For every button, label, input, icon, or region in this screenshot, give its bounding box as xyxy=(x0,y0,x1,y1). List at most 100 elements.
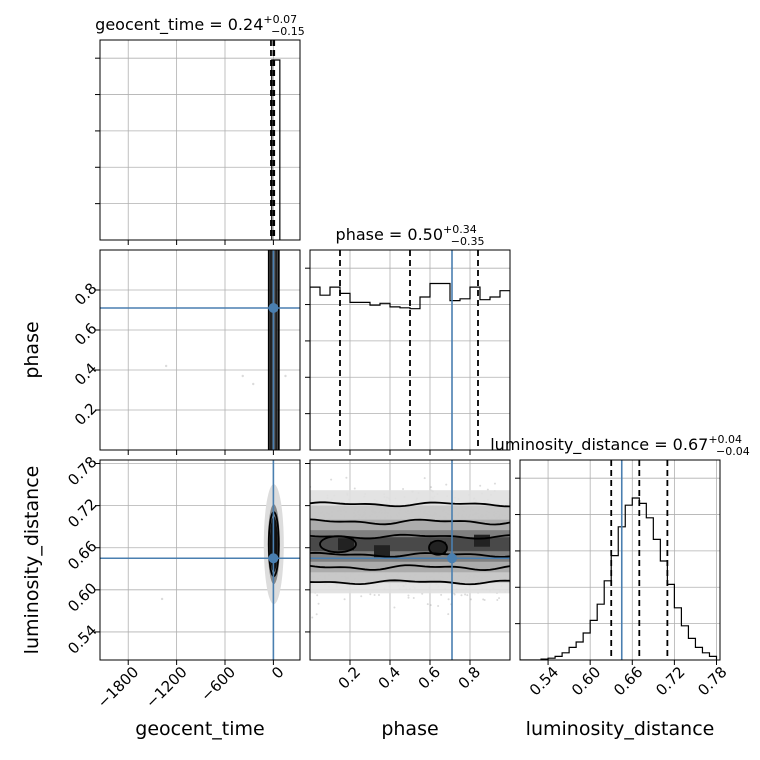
x-tick-label: 0 xyxy=(268,663,287,682)
scatter-point xyxy=(317,602,320,605)
panel-frame xyxy=(519,459,721,661)
x-axis-label-luminosity_distance: luminosity_distance xyxy=(526,718,715,740)
hist-group xyxy=(270,40,281,240)
scatter-point xyxy=(483,598,486,601)
marginal-panel-phase: phase = 0.50+0.34 −0.35 xyxy=(305,223,511,451)
scatter-point xyxy=(469,598,472,601)
joint-content xyxy=(100,460,300,660)
x-tick-label: 0.6 xyxy=(415,663,445,693)
scatter-point xyxy=(360,595,363,598)
scatter-point xyxy=(486,488,489,491)
scatter-point xyxy=(460,594,463,597)
y-tick-label: 0.6 xyxy=(71,319,101,349)
title-plus: +0.07 xyxy=(263,13,297,26)
scatter-point xyxy=(482,598,485,601)
panel-title-geocent_time: geocent_time = 0.24+0.07 −0.15 xyxy=(95,13,305,38)
truth-point xyxy=(447,553,457,564)
joint-content xyxy=(310,460,510,660)
scatter-point xyxy=(353,487,356,490)
contour-loop xyxy=(428,539,448,556)
truth-point xyxy=(268,303,279,313)
scatter-point xyxy=(447,613,450,616)
scatter-point xyxy=(429,604,432,607)
gridlines-hist xyxy=(100,57,300,205)
scatter-point xyxy=(284,374,287,378)
y-tick-label: 0.4 xyxy=(71,359,101,389)
x-tick-label: 0.54 xyxy=(526,663,562,699)
joint-panel-phase-luminosity_distance xyxy=(309,459,511,661)
scatter-point xyxy=(369,593,372,596)
y-tick-label: 0.60 xyxy=(64,579,100,615)
y-axis-label-luminosity_distance: luminosity_distance xyxy=(21,466,43,655)
x-tick-label: 0.8 xyxy=(455,663,485,693)
x-tick-label: −1800 xyxy=(94,663,143,712)
x-tick-label: −1200 xyxy=(142,663,191,712)
density-band xyxy=(310,537,510,552)
density-peak xyxy=(430,541,446,554)
scatter-point xyxy=(311,616,314,619)
y-tick-label: 0.54 xyxy=(64,621,100,657)
y-tick-label: 0.78 xyxy=(64,453,100,489)
scatter-point xyxy=(252,382,255,386)
density-peak xyxy=(338,538,354,551)
panel-frame xyxy=(309,249,511,451)
panel-frame xyxy=(99,249,301,451)
scatter-point xyxy=(330,478,333,481)
title-main: luminosity_distance = 0.67 xyxy=(490,435,708,455)
scatter-point xyxy=(464,593,467,596)
x-tick-label: 0.4 xyxy=(375,663,405,693)
scatter-point xyxy=(160,597,164,601)
joint-panel-geocent_time-phase xyxy=(99,249,301,451)
x-tick-label: 0.60 xyxy=(568,663,604,699)
y-tick-label: 0.72 xyxy=(64,495,100,531)
x-tick-label: −600 xyxy=(197,663,239,705)
scatter-point xyxy=(377,593,380,596)
scatter-point xyxy=(437,604,440,607)
hist-group xyxy=(310,250,510,450)
contour-line xyxy=(310,501,510,508)
scatter-point xyxy=(407,596,410,599)
contour-line xyxy=(310,579,510,586)
scatter-point xyxy=(447,598,450,601)
title-minus: −0.04 xyxy=(716,445,750,458)
scatter-point xyxy=(445,483,448,486)
panel-frame xyxy=(309,459,511,661)
scatter-point xyxy=(496,599,499,602)
scatter-point xyxy=(241,374,244,378)
x-tick-label: 0.2 xyxy=(335,663,365,693)
scatter-point xyxy=(343,598,346,601)
scatter-point xyxy=(453,593,456,596)
y-tick-label: 0.8 xyxy=(71,279,101,309)
gridlines xyxy=(547,460,717,660)
joint-content xyxy=(100,250,300,450)
x-axis-label-geocent_time: geocent_time xyxy=(135,718,264,740)
joint-panel-geocent_time-luminosity_distance xyxy=(99,459,301,661)
title-plus: +0.34 xyxy=(443,223,477,236)
scatter-point xyxy=(345,476,348,479)
y-axis-label-phase: phase xyxy=(21,321,43,378)
scatter-point xyxy=(493,482,496,485)
scatter-point xyxy=(164,364,168,368)
title-main: phase = 0.50 xyxy=(336,225,443,244)
panel-title-luminosity_distance: luminosity_distance = 0.67+0.04 −0.04 xyxy=(490,433,750,458)
truth-point xyxy=(268,553,279,564)
scatter-point xyxy=(423,477,426,480)
gridlines xyxy=(127,40,274,240)
x-tick-label: 0.78 xyxy=(694,663,730,699)
hist-group xyxy=(520,460,718,660)
histogram-luminosity_distance xyxy=(520,497,718,660)
scatter-point xyxy=(393,606,396,609)
y-tick-label: 0.66 xyxy=(64,537,100,573)
panel-frame xyxy=(99,39,301,241)
scatter-point xyxy=(412,597,415,600)
scatter-point xyxy=(466,594,469,597)
scatter-point xyxy=(498,597,501,600)
x-tick-label: 0.72 xyxy=(652,663,688,699)
y-tick-label: 0.2 xyxy=(71,399,101,429)
marginal-panel-geocent_time: geocent_time = 0.24+0.07 −0.15 xyxy=(95,13,305,241)
title-minus: −0.35 xyxy=(451,235,485,248)
title-minus: −0.15 xyxy=(271,25,305,38)
scatter-point xyxy=(315,613,318,616)
scatter-point xyxy=(373,593,376,596)
marginal-panel-luminosity_distance: luminosity_distance = 0.67+0.04 −0.04 xyxy=(490,433,750,661)
